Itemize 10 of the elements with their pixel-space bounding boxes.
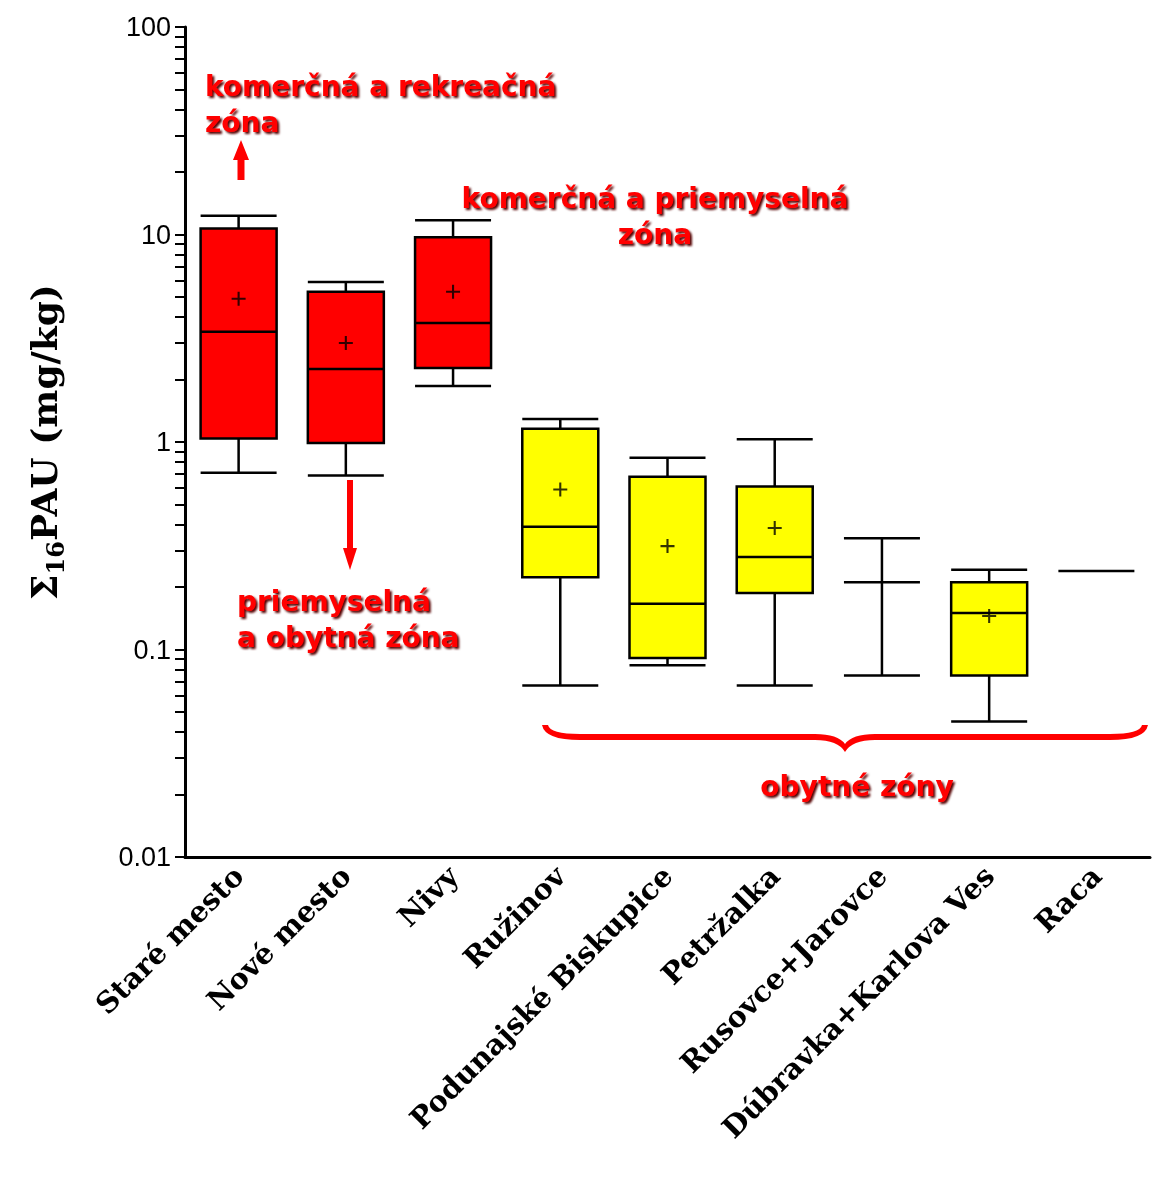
- y-axis-title: Σ16PAU (mg/kg): [23, 284, 70, 600]
- annotation: obytné zóny: [760, 769, 954, 803]
- annotation: priemyselná a obytná zóna: [237, 584, 460, 654]
- annotation: komerčná a rekreačná zóna: [205, 69, 557, 139]
- y-tick-label: 10: [140, 219, 171, 250]
- y-tick-label: 0.01: [118, 842, 171, 872]
- y-tick-label: 1: [155, 427, 171, 457]
- y-tick-label: 100: [125, 12, 171, 42]
- y-tick-label: 0.1: [133, 634, 171, 665]
- annotation: komerčná a priemyselná zóna: [461, 181, 849, 251]
